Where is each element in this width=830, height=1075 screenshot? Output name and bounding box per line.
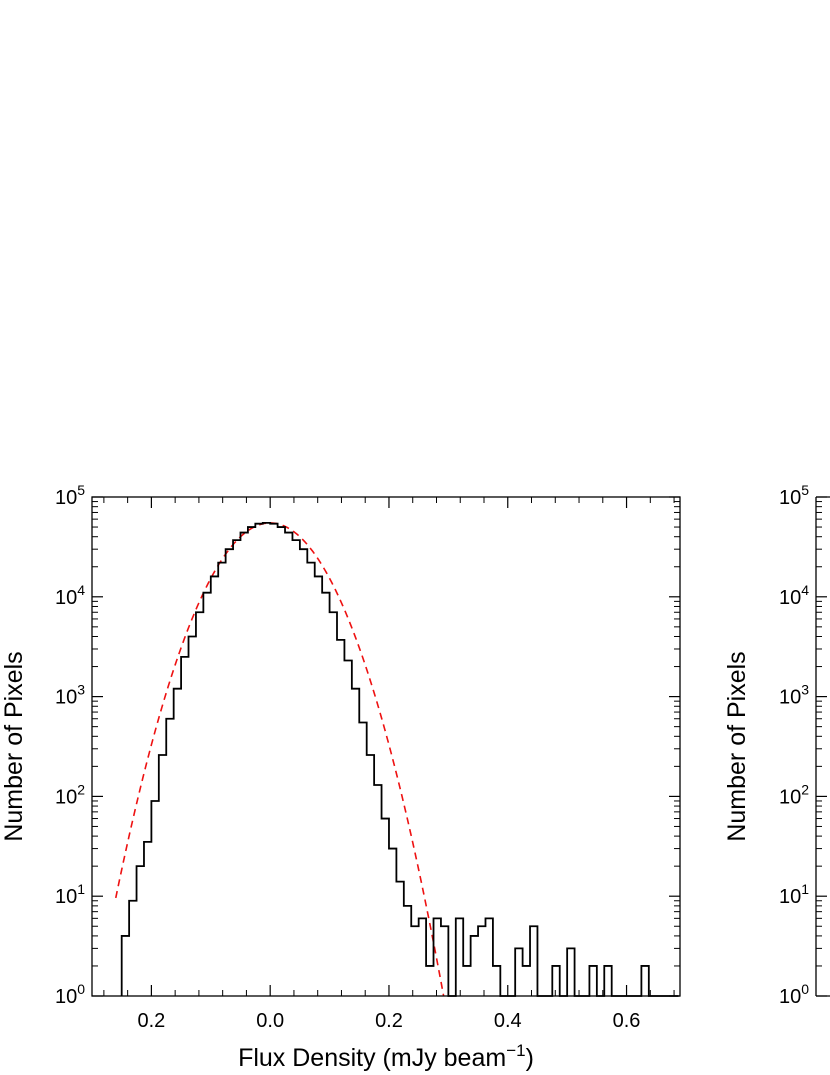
y-tick-label-base: 10 — [55, 487, 77, 509]
y-tick-label: 105 — [55, 482, 85, 509]
histogram-step-line — [120, 522, 679, 997]
y-tick-label-base: 10 — [779, 786, 801, 808]
right-panel-y-tick-label: 102 — [779, 781, 809, 808]
right-panel-tick-layer — [816, 496, 827, 997]
x-axis-title: Flux Density (mJy beam−1) — [238, 1041, 534, 1072]
y-tick-label: 100 — [55, 981, 85, 1008]
y-tick-label-base: 10 — [55, 986, 77, 1008]
y-tick-label-base: 10 — [779, 886, 801, 908]
x-tick-label: 0.0 — [256, 1010, 284, 1032]
x-axis-title-close: ) — [526, 1044, 534, 1072]
tick-layer — [92, 496, 680, 997]
y-tick-label-exponent: 2 — [77, 781, 85, 797]
y-tick-label-base: 10 — [779, 986, 801, 1008]
x-tick-label: 0.2 — [137, 1010, 165, 1032]
y-tick-label-exponent: 4 — [801, 582, 809, 598]
y-axis-title: Number of Pixels — [0, 651, 28, 841]
y-tick-label: 104 — [55, 582, 85, 609]
y-tick-label-base: 10 — [779, 687, 801, 709]
y-tick-label-exponent: 3 — [801, 682, 809, 698]
x-axis-title-main: Flux Density (mJy beam — [238, 1044, 506, 1072]
y-tick-label-base: 10 — [55, 886, 77, 908]
y-tick-label-exponent: 5 — [77, 482, 85, 498]
y-tick-label-exponent: 2 — [801, 781, 809, 797]
x-tick-labels: 0.2 0.0 0.2 0.4 0.6 — [137, 1010, 640, 1032]
x-tick-label: 0.4 — [494, 1010, 522, 1032]
right-panel-y-tick-label: 100 — [779, 981, 809, 1008]
right-panel-y-tick-label: 103 — [779, 682, 809, 709]
y-tick-label-exponent: 0 — [77, 981, 85, 997]
y-tick-label-exponent: 4 — [77, 582, 85, 598]
y-tick-label-base: 10 — [779, 487, 801, 509]
right-panel-y-tick-label: 101 — [779, 881, 809, 908]
plot-frame — [91, 496, 681, 997]
x-axis-title-superscript: −1 — [506, 1041, 525, 1060]
y-tick-label-base: 10 — [55, 587, 77, 609]
y-tick-label-exponent: 3 — [77, 682, 85, 698]
y-tick-label-base: 10 — [55, 786, 77, 808]
right-panel-y-tick-label: 105 — [779, 482, 809, 509]
y-tick-label-base: 10 — [779, 587, 801, 609]
x-tick-label: 0.6 — [613, 1010, 641, 1032]
y-tick-label-exponent: 1 — [801, 881, 809, 897]
right-panel-y-axis-title: Number of Pixels — [723, 651, 751, 841]
y-tick-label-base: 10 — [55, 687, 77, 709]
y-tick-label: 102 — [55, 781, 85, 808]
y-tick-label: 103 — [55, 682, 85, 709]
y-tick-label: 101 — [55, 881, 85, 908]
x-tick-label: 0.2 — [375, 1010, 403, 1032]
y-tick-label-exponent: 5 — [801, 482, 809, 498]
right-panel-y-tick-label: 104 — [779, 582, 809, 609]
gaussian-fit-curve — [114, 522, 445, 997]
y-tick-label-exponent: 1 — [77, 881, 85, 897]
y-tick-label-exponent: 0 — [801, 981, 809, 997]
